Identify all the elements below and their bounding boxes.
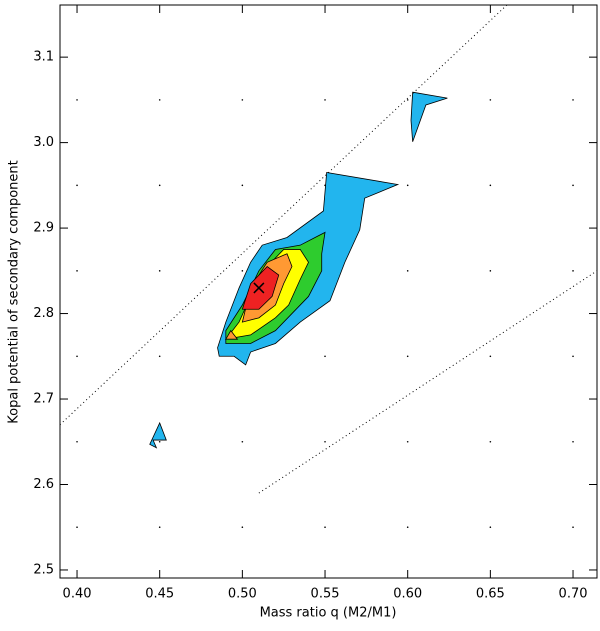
contour-region	[410, 91, 448, 142]
grid-dot	[158, 526, 161, 529]
grid-dot	[241, 184, 244, 187]
grid-dot	[406, 270, 409, 272]
y-tick-label: 2.5	[33, 562, 54, 577]
grid-dot	[572, 99, 574, 101]
grid-dot	[572, 355, 574, 358]
dotted-line	[59, 4, 508, 426]
grid-dot	[406, 99, 409, 101]
grid-dot	[76, 184, 78, 187]
grid-dot	[76, 270, 78, 272]
contour-region	[225, 329, 239, 340]
grid-dot	[489, 270, 492, 272]
grid-dot	[241, 270, 244, 272]
grid-dot	[406, 355, 409, 358]
y-tick-label: 2.7	[33, 392, 54, 407]
grid-dot	[489, 440, 492, 443]
grid-dot	[489, 355, 492, 358]
y-tick-label: 3.0	[33, 135, 54, 150]
grid-dot	[158, 99, 161, 101]
x-axis-label: Mass ratio q (M2/M1)	[260, 606, 397, 621]
y-tick-label: 2.6	[33, 477, 54, 492]
grid-dot	[158, 270, 161, 272]
grid-dot	[324, 440, 326, 443]
x-tick-label: 0.45	[145, 587, 174, 602]
grid-dot	[76, 440, 78, 443]
x-tick-label: 0.60	[393, 587, 422, 602]
grid-dot	[489, 99, 492, 101]
plot-frame	[59, 4, 598, 579]
grid-dot	[241, 99, 244, 101]
grid-dot	[324, 355, 326, 358]
contour-region	[241, 266, 280, 310]
y-tick-label: 3.1	[33, 50, 54, 65]
grid-dot	[572, 526, 574, 529]
x-tick-label: 0.65	[476, 587, 505, 602]
grid-dot	[76, 526, 78, 529]
grid-dot	[158, 355, 161, 358]
y-tick-label: 2.9	[33, 221, 54, 236]
grid-dot	[572, 184, 574, 187]
grid-dot	[572, 270, 574, 272]
grid-dot	[324, 99, 326, 101]
contour-region	[149, 421, 167, 449]
grid-dot	[158, 440, 161, 443]
grid-dot	[241, 440, 244, 443]
grid-dot	[241, 526, 244, 529]
grid-dot	[324, 526, 326, 529]
x-tick-label: 0.70	[559, 587, 588, 602]
x-tick-label: 0.40	[63, 587, 92, 602]
x-tick-label: 0.50	[228, 587, 257, 602]
grid-dot	[76, 99, 78, 101]
grid-dot	[406, 184, 409, 187]
grid-dot	[406, 526, 409, 529]
grid-dot	[489, 184, 492, 187]
grid-dot	[572, 440, 574, 443]
x-tick-label: 0.55	[311, 587, 340, 602]
grid-dot	[489, 526, 492, 529]
grid-dot	[406, 440, 409, 443]
grid-dot	[76, 355, 78, 358]
grid-dot	[158, 184, 161, 187]
best-fit-marker	[253, 282, 265, 294]
y-axis-label: Kopal potential of secondary component	[7, 160, 22, 423]
y-tick-label: 2.8	[33, 306, 54, 321]
